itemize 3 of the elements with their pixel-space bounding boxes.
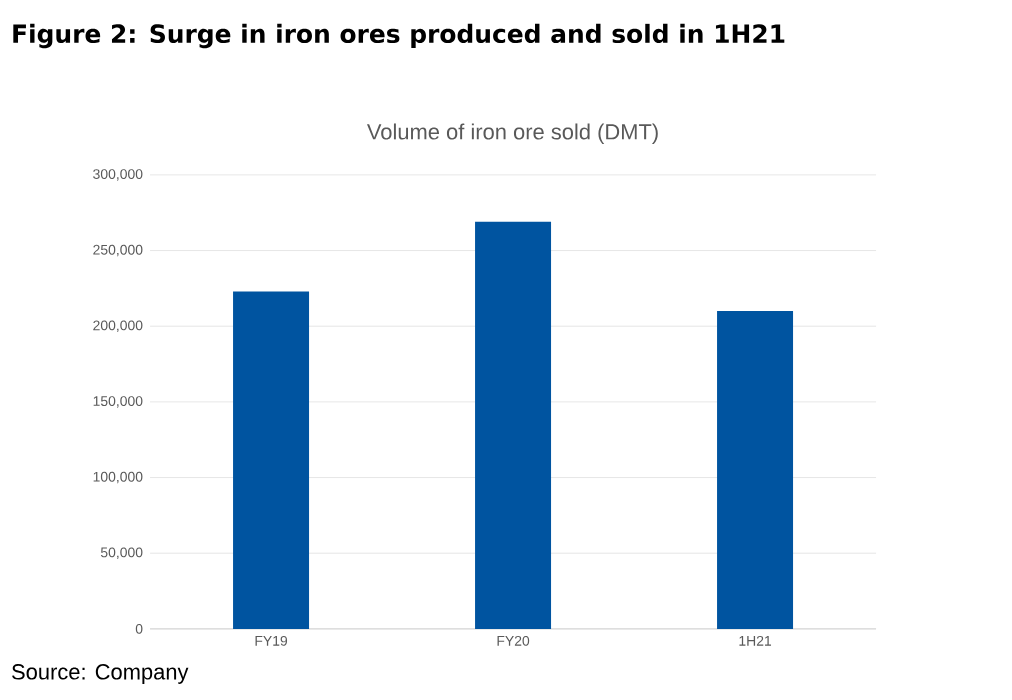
source-note: Source: Company: [12, 664, 189, 684]
chart-title: Figure 2: Surge in iron ores produced and sold in 1H21: [13, 23, 785, 49]
chart-subtitle: Volume of iron ore sold (DMT): [366, 123, 658, 144]
